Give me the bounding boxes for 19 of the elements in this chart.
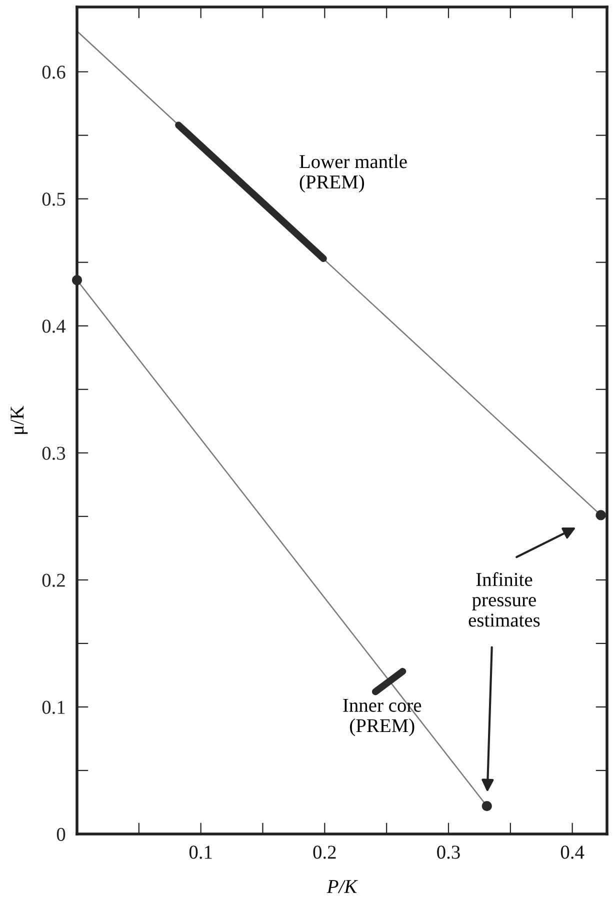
annotation: Inner core (PREM): [343, 698, 422, 736]
y-tick-label: 0: [56, 828, 66, 841]
y-tick-label: 0.6: [42, 66, 66, 79]
point: [482, 800, 492, 812]
annotation: Infinite pressure estimates: [468, 572, 540, 627]
x-tick-label: 0.3: [437, 846, 460, 859]
y-tick-label: 0.4: [42, 320, 66, 333]
point: [72, 275, 82, 286]
y-tick-label: 0.5: [42, 192, 66, 206]
y-tick-label: 0.1: [42, 700, 65, 714]
y-tick-label: 0.2: [42, 574, 65, 587]
y-axis-title: μ/K: [10, 406, 28, 434]
y-tick-label: 0.3: [42, 446, 66, 460]
x-tick-label: 0.4: [560, 846, 584, 859]
x-tick-label: 0.2: [313, 846, 336, 859]
annotation: Lower mantle (PREM): [300, 154, 407, 192]
x-tick-label: 0.1: [189, 846, 212, 859]
point: [596, 510, 606, 520]
x-axis-title: P/K: [326, 880, 358, 894]
